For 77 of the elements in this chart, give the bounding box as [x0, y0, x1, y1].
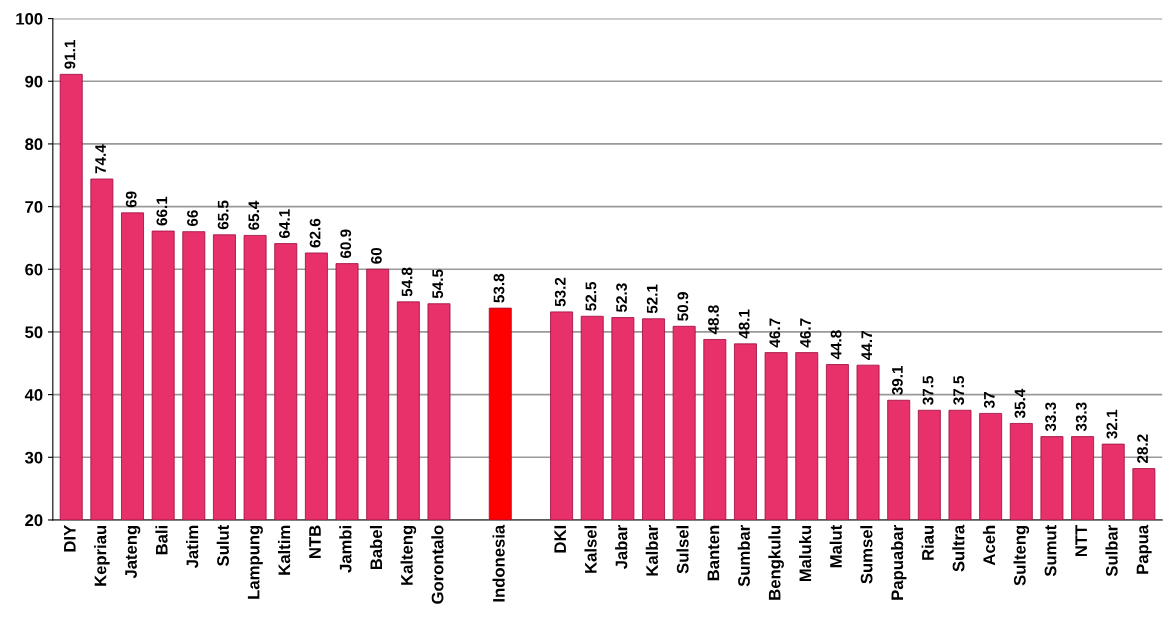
data-label: 50.9	[677, 292, 689, 321]
data-label: 37.5	[922, 375, 934, 405]
x-tick-label: Indonesia	[492, 524, 505, 602]
data-label: 65.4	[248, 200, 260, 230]
data-label: 74.4	[95, 144, 106, 174]
data-label: 33.3	[1075, 402, 1087, 432]
data-label: 46.7	[800, 318, 811, 348]
data-label: 35.4	[1014, 388, 1026, 419]
x-tick-label: Sulut	[216, 525, 229, 566]
data-label: 39.1	[891, 365, 903, 395]
x-tick-label: DIY	[64, 525, 76, 552]
x-tick-label: Kepriau	[94, 525, 110, 586]
x-tick-label: Kalbar	[645, 525, 658, 576]
data-label: 37.5	[953, 375, 965, 405]
data-label: 69	[125, 191, 137, 208]
data-label: 66.1	[156, 196, 168, 226]
data-label: 46.7	[769, 318, 781, 348]
x-tick-label: Malut	[829, 525, 842, 568]
data-label: 28.2	[1137, 434, 1148, 464]
x-tick-label: Jambi	[339, 526, 352, 573]
x-tick-label: Bali	[155, 526, 168, 555]
y-tick-label: 20	[25, 514, 43, 527]
y-tick-label: 50	[25, 326, 43, 339]
x-tick-label: DKI	[554, 525, 566, 553]
x-tick-label: Sumut	[1044, 525, 1057, 577]
data-label: 48.8	[708, 305, 719, 335]
data-label: 33.3	[1045, 402, 1057, 432]
data-label: 66	[187, 210, 198, 227]
x-tick-label: Sulteng	[1013, 525, 1030, 586]
x-tick-label: NTT	[1075, 525, 1087, 557]
data-label: 53.8	[493, 273, 505, 303]
y-tick-label: 80	[25, 138, 43, 151]
y-tick-label: 30	[24, 451, 43, 464]
data-label: 52.1	[646, 284, 658, 314]
data-label: 37	[983, 392, 995, 409]
y-tick-label: 70	[25, 200, 43, 213]
x-tick-label: Riau	[921, 525, 934, 560]
x-tick-label: Lampung	[247, 525, 263, 599]
y-tick-label: 90	[25, 75, 43, 88]
x-tick-label: Papuabar	[890, 525, 907, 600]
data-label: 54.8	[401, 267, 413, 297]
data-label: 52.3	[616, 283, 627, 313]
x-tick-label: Sumsel	[860, 526, 873, 584]
x-tick-label: Sultra	[952, 524, 965, 572]
y-tick-label: 40	[24, 389, 43, 401]
x-tick-label: Kaltim	[277, 525, 291, 575]
x-tick-label: Banten	[707, 525, 720, 581]
data-label: 91.1	[64, 40, 76, 69]
x-tick-label: Jabar	[615, 525, 628, 570]
data-label: 64.1	[279, 209, 290, 238]
x-tick-label: Sumbar	[737, 525, 750, 587]
x-tick-label: Papua	[1136, 524, 1152, 574]
x-tick-label: NTB	[309, 525, 321, 558]
data-label: 60	[370, 247, 382, 264]
data-label: 48.1	[738, 309, 750, 339]
data-label: 32.1	[1106, 409, 1118, 439]
x-tick-label: Maluku	[798, 525, 812, 582]
data-label: 62.6	[309, 218, 321, 248]
x-tick-label: Jatim	[186, 525, 199, 569]
x-tick-label: Bengkulu	[768, 525, 784, 600]
data-label: 53.2	[554, 277, 566, 307]
x-tick-label: Gorontalo	[431, 525, 444, 604]
x-tick-label: Kalsel	[584, 526, 597, 573]
x-tick-label: Aceh	[982, 525, 996, 566]
x-tick-label: Sulbar	[1105, 525, 1118, 577]
x-tick-label: Jateng	[125, 525, 141, 579]
data-label: 44.7	[861, 331, 872, 360]
data-label: 60.9	[340, 229, 352, 259]
x-tick-label: Babel	[369, 526, 383, 570]
y-tick-label: 60	[25, 263, 43, 276]
data-label: 54.5	[432, 269, 444, 299]
data-label: 44.8	[830, 330, 842, 360]
y-tick-label: 100	[16, 12, 43, 25]
x-tick-label: Kalteng	[400, 525, 417, 585]
data-label: 52.5	[585, 281, 597, 311]
data-label: 65.5	[217, 200, 229, 230]
x-tick-label: Sulsel	[676, 526, 689, 574]
